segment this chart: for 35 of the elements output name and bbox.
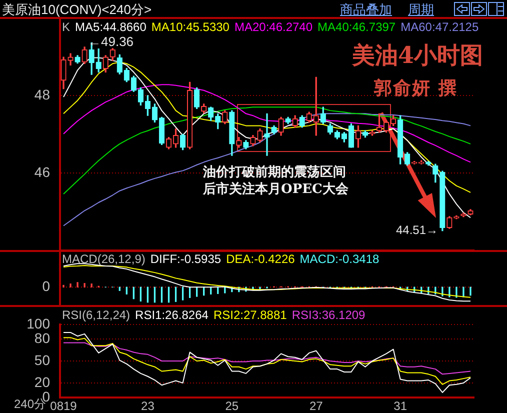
series-label: MACD:-0.3418 xyxy=(300,252,380,266)
text: RSI2:27.8881 xyxy=(213,308,287,322)
candlestick xyxy=(264,113,270,156)
text: MA60:47.2125 xyxy=(400,20,479,34)
annotation: 油价打破前期的震荡区间 xyxy=(203,164,346,181)
y-tick-label: 80 xyxy=(34,330,50,346)
legend-title: K xyxy=(62,20,70,34)
x-tick-label: 25 xyxy=(225,399,239,413)
y-tick-label: 46 xyxy=(34,164,50,180)
text: 商品叠加 xyxy=(340,1,392,19)
legend-title: MACD(26,12,9) xyxy=(62,252,146,266)
y-tick-label: 48 xyxy=(34,86,50,102)
text: MA20:46.2740 xyxy=(234,20,313,34)
series-label: DEA:-0.4226 xyxy=(226,252,295,266)
annotation: 44.51→ xyxy=(396,223,438,237)
y-tick-label: 50 xyxy=(34,352,50,368)
text: 周期 xyxy=(408,1,434,19)
annotation: 郭俞妍 撰 xyxy=(374,77,458,100)
text: MA5:44.8660 xyxy=(75,20,146,34)
y-tick-label: 100 xyxy=(26,315,50,332)
legend-title: RSI(6,12,24) xyxy=(62,308,130,322)
text: MA40:46.7397 xyxy=(318,20,396,34)
text: MA10:45.5330 xyxy=(151,20,230,34)
y-tick-label: 20 xyxy=(34,374,50,390)
annotation: 后市关注本月OPEC大会 xyxy=(203,180,348,198)
annotation: ←49.36 xyxy=(88,34,134,49)
series-label: DIFF:-0.5935 xyxy=(150,252,222,266)
x-tick-label: 0819 xyxy=(50,399,78,413)
chart-title: 美原油10(CONV)<240分> xyxy=(2,1,152,19)
text: RSI3:36.1209 xyxy=(292,308,366,322)
annotation: 美油4小时图 xyxy=(352,41,484,71)
text: RSI1:26.8264 xyxy=(135,308,208,322)
x-tick-label: 23 xyxy=(141,399,155,413)
x-tick-label: 27 xyxy=(309,399,324,413)
x-tick-label: 31 xyxy=(394,399,408,413)
